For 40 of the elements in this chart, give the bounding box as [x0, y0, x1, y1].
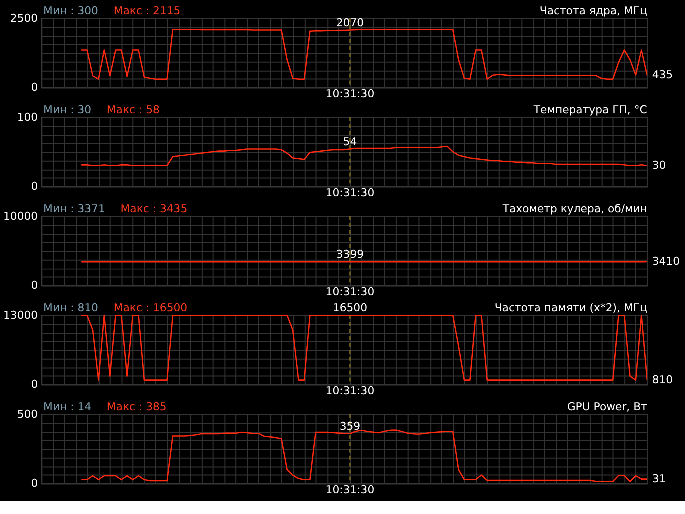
y-tick-label: 0	[31, 180, 38, 194]
y-tick-label: 10000	[4, 210, 38, 223]
annotation: 10:31:30	[326, 88, 375, 101]
y-tick-label: 0	[31, 378, 38, 392]
chart-title: Тахометр кулера, об/мин	[502, 202, 648, 216]
chart-title: Частота ядра, МГц	[540, 4, 648, 18]
annotation: 10:31:30	[326, 186, 375, 200]
annotation: 2070	[336, 16, 364, 30]
text: Макс : 2115	[114, 4, 181, 18]
y-tick-label: 13000	[4, 308, 38, 322]
text: 16500	[332, 301, 368, 314]
text: Макс : 16500	[114, 301, 188, 314]
y-tick-label: 500	[17, 408, 38, 421]
annotation: 10:31:30	[326, 384, 375, 398]
annotation: 359	[340, 420, 361, 433]
text: Макс : 58	[106, 103, 160, 116]
y-tick-label: 0	[31, 279, 38, 292]
annotation: 54	[343, 135, 358, 148]
text: 3410	[652, 254, 680, 268]
text: Мин : 30	[44, 103, 92, 116]
y-tick-label: 2500	[10, 12, 38, 25]
y-tick-label: 0	[31, 81, 38, 94]
annotation: 10:31:30	[326, 484, 375, 497]
text: Мин : 3371	[44, 202, 106, 216]
chart-title: GPU Power, Вт	[567, 400, 648, 414]
text: 810	[652, 373, 674, 386]
text: Макс : 3435	[120, 202, 188, 216]
annotation: 10:31:30	[326, 286, 375, 299]
annotation: 3399	[336, 248, 364, 262]
text: 435	[652, 68, 674, 82]
text: Мин : 14	[44, 400, 92, 414]
y-tick-label: 100	[17, 110, 38, 124]
text: Макс : 385	[106, 400, 167, 414]
chart-title: Температура ГП, °C	[532, 103, 648, 116]
text: Мин : 810	[44, 301, 99, 314]
y-tick-label: 0	[31, 477, 38, 490]
text: 30	[652, 158, 666, 172]
text: Мин : 300	[44, 4, 99, 18]
chart-title: Частота памяти (x*2), МГц	[494, 301, 648, 314]
text: 31	[652, 472, 666, 486]
